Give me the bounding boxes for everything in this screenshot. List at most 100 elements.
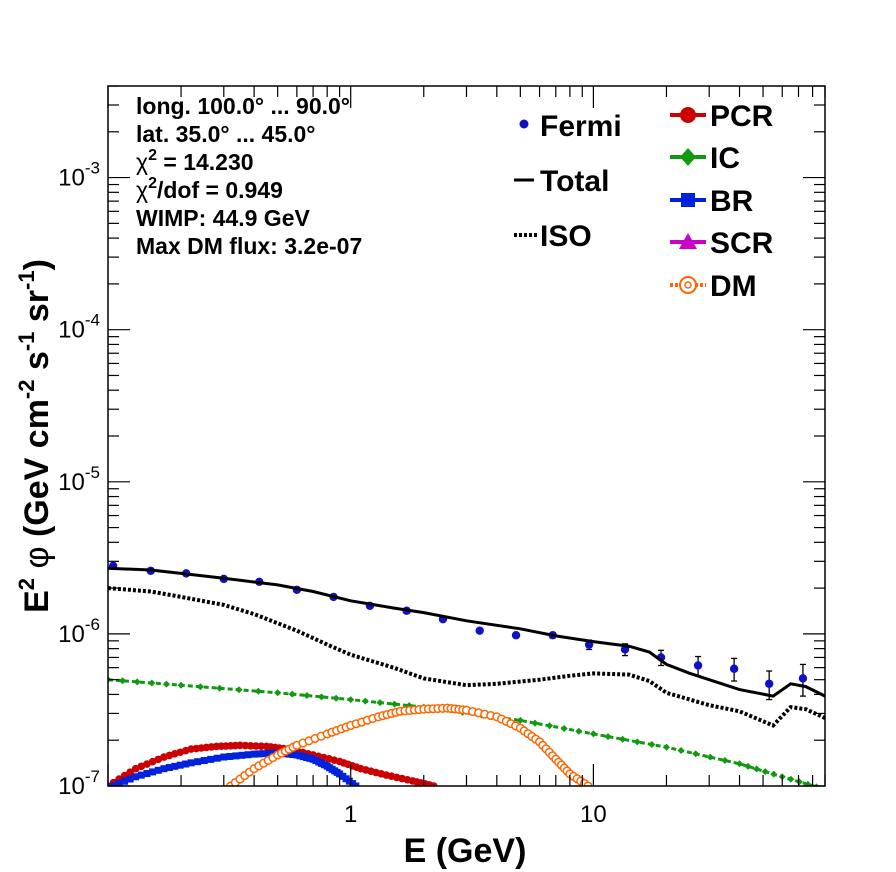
ic-marker xyxy=(133,678,141,686)
ic-marker xyxy=(804,780,812,786)
ic-marker xyxy=(560,725,568,733)
ic-marker xyxy=(332,694,340,702)
info-wimp: WIMP: 44.9 GeV xyxy=(136,205,310,231)
pcr-marker xyxy=(430,782,438,786)
ic-marker xyxy=(770,770,778,778)
legend-left: Fermi Total ISO xyxy=(514,110,622,253)
info-chi2dof: χ2/dof = 0.949 xyxy=(136,175,283,203)
ic-marker xyxy=(648,741,656,749)
pcr-marker xyxy=(126,768,134,776)
y-tick-label: 10-3 xyxy=(58,159,100,192)
ic-marker xyxy=(148,679,156,687)
info-chi2: χ2 = 14.230 xyxy=(136,147,254,175)
legend-marker-ic xyxy=(680,148,696,166)
dm-marker xyxy=(583,781,593,786)
ic-marker xyxy=(177,681,185,689)
br-marker xyxy=(232,752,240,760)
fit-info: long. 100.0° ... 90.0° lat. 35.0° ... 45… xyxy=(136,93,362,259)
ic-marker xyxy=(736,760,744,768)
ic-marker xyxy=(706,753,714,761)
ic-marker xyxy=(619,735,627,743)
ic-marker xyxy=(516,716,524,724)
fermi-data-point xyxy=(764,679,774,688)
ic-marker xyxy=(254,687,262,695)
br-marker xyxy=(182,760,190,768)
ic-marker xyxy=(546,722,554,730)
ic-marker xyxy=(303,692,311,700)
br-marker xyxy=(171,762,179,770)
ic-line xyxy=(108,678,819,786)
br-marker xyxy=(250,750,258,758)
ic-marker xyxy=(235,686,243,694)
br-marker xyxy=(255,750,263,758)
ic-marker xyxy=(575,727,583,735)
br-marker xyxy=(165,764,173,772)
legend-right: PCR IC BR SCR DM xyxy=(670,100,774,303)
br-marker xyxy=(264,749,272,757)
ic-marker xyxy=(361,697,369,705)
br-marker xyxy=(285,750,293,758)
br-marker xyxy=(121,777,129,785)
br-marker xyxy=(154,766,162,774)
ic-marker xyxy=(216,684,224,692)
legend-label-fermi: Fermi xyxy=(540,110,622,143)
legend-label-scr: SCR xyxy=(710,227,774,260)
x-axis-title: E (GeV) xyxy=(404,832,527,870)
br-marker xyxy=(194,758,202,766)
ic-marker xyxy=(677,746,685,754)
y-tick-label: 10-4 xyxy=(58,311,100,344)
br-marker xyxy=(238,751,246,759)
ic-marker xyxy=(692,750,700,758)
ic-marker xyxy=(787,775,795,783)
legend-label-dm: DM xyxy=(710,270,757,303)
br-marker xyxy=(160,765,168,773)
fermi-data-point xyxy=(475,626,484,635)
br-marker xyxy=(137,771,145,779)
ic-marker xyxy=(391,700,399,708)
ic-marker xyxy=(376,699,384,707)
y-tick-labels: 10-7 10-6 10-5 10-4 10-3 xyxy=(58,159,100,800)
br-marker xyxy=(115,780,123,786)
ic-marker xyxy=(721,756,729,764)
ic-marker xyxy=(589,730,597,738)
legend-label-br: BR xyxy=(710,185,754,218)
legend-label-pcr: PCR xyxy=(710,100,774,133)
legend-marker-fermi xyxy=(519,119,529,129)
info-long: long. 100.0° ... 90.0° xyxy=(136,93,350,119)
br-marker xyxy=(226,752,234,760)
iso-line xyxy=(108,586,825,728)
ic-marker xyxy=(604,733,612,741)
fermi-data-point xyxy=(729,664,739,673)
br-marker xyxy=(207,755,215,763)
info-maxdm: Max DM flux: 3.2e-07 xyxy=(136,233,362,259)
br-marker xyxy=(143,770,151,778)
ic-marker xyxy=(119,677,127,685)
info-lat: lat. 35.0° ... 45.0° xyxy=(136,121,316,147)
br-marker xyxy=(260,750,268,758)
legend-marker-dm-inner xyxy=(684,281,692,289)
br-marker xyxy=(132,773,140,781)
br-marker xyxy=(149,768,157,776)
br-marker xyxy=(126,775,134,783)
y-tick-label: 10-6 xyxy=(58,615,100,648)
axis-ticks xyxy=(107,85,826,787)
legend-label-total: Total xyxy=(540,165,609,198)
legend-marker-pcr xyxy=(680,107,696,123)
br-marker xyxy=(187,759,195,767)
ic-marker xyxy=(274,689,282,697)
br-marker xyxy=(110,782,118,786)
br-marker xyxy=(220,753,228,761)
x-tick-labels: 1 10 xyxy=(344,801,607,828)
total-line xyxy=(108,566,825,698)
x-tick-label: 10 xyxy=(580,801,607,828)
ic-marker xyxy=(744,762,752,770)
ic-marker xyxy=(662,743,670,751)
y-tick-label: 10-5 xyxy=(58,463,100,496)
ic-marker xyxy=(288,690,296,698)
br-marker xyxy=(213,754,221,762)
fermi-data-point xyxy=(693,661,703,670)
br-marker xyxy=(244,751,252,759)
x-tick-label: 1 xyxy=(344,801,357,828)
ic-marker xyxy=(761,768,769,776)
ic-marker xyxy=(795,778,803,786)
